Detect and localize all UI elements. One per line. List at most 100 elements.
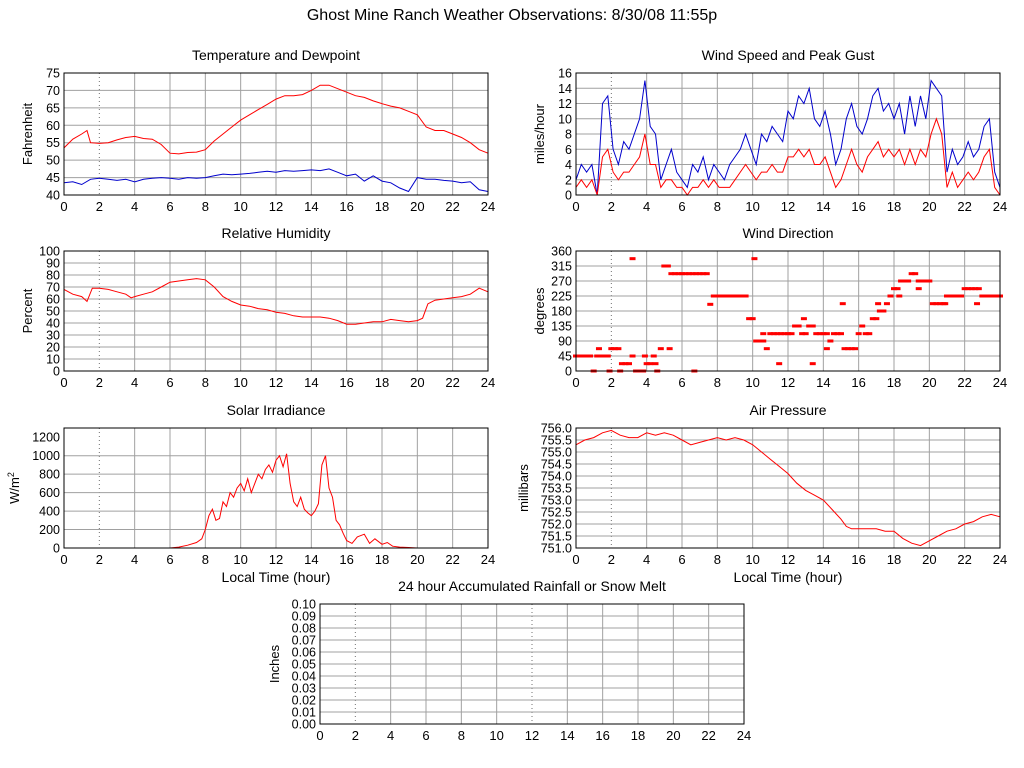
x-tick-label: 12 [781,552,795,567]
data-point [974,302,981,306]
x-tick-label: 6 [678,199,685,214]
data-point [862,332,869,336]
data-point [961,287,968,291]
chart-rainfall: 0 2 4 6 8 10 12 14 16 18 20 22 240.000.010.020.030.0… [267,578,751,743]
data-point [686,272,693,276]
y-tick-label: 753.5 [541,482,572,496]
x-tick-label: 10 [233,199,247,214]
series-line-0 [63,84,489,155]
x-tick-label: 18 [887,552,901,567]
gridlines [576,428,1000,548]
chart-title: Temperature and Dewpoint [192,47,360,63]
x-tick-label: 18 [887,199,901,214]
x-tick-label: 18 [631,728,645,743]
x-tick-label: 8 [714,199,721,214]
x-tick-label: 22 [957,199,971,214]
data-point [721,294,728,298]
data-point [650,354,657,358]
data-point [809,362,816,366]
x-tick-label: 16 [339,552,353,567]
data-point [929,302,936,306]
x-tick-label: 14 [304,552,318,567]
x-tick-label: 4 [643,552,650,567]
data-point [839,302,846,306]
data-point [664,264,671,268]
data-point [799,332,806,336]
y-tick-label: 752.0 [541,518,572,532]
x-tick-label: 4 [387,728,394,743]
x-tick-label: 16 [851,552,865,567]
data-point [875,302,882,306]
data-point [774,332,781,336]
y-tick-label: 60 [46,293,60,307]
series-line-1 [575,117,1001,196]
y-tick-label: 16 [558,67,572,81]
data-point [763,347,770,351]
x-tick-label: 14 [816,375,830,390]
y-tick-label: 50 [46,305,60,319]
data-point [816,332,823,336]
page-title: Ghost Mine Ranch Weather Observations: 8… [306,7,718,24]
y-tick-label: 20 [46,341,60,355]
data-point [830,332,837,336]
y-tick-label: 45 [46,171,60,185]
y-axis-label: miles/hour [532,103,547,164]
data-point [760,332,767,336]
data-point [894,287,901,291]
data-point [595,347,602,351]
y-tick-label: 600 [39,486,60,500]
y-tick-label: 12 [558,97,572,111]
chart-title: Wind Direction [742,225,833,241]
x-tick-label: 4 [643,375,650,390]
data-point [601,354,608,358]
gridlines [576,73,1000,195]
x-tick-label: 18 [375,199,389,214]
data-point [629,257,636,261]
data-point [647,362,654,366]
x-tick-label: 8 [714,375,721,390]
x-tick-label: 0 [60,552,67,567]
data-point [693,272,700,276]
data-point [742,294,749,298]
data-point [739,294,746,298]
x-tick-label: 22 [957,552,971,567]
data-point [760,339,767,343]
data-point [912,272,919,276]
x-tick-label: 8 [202,199,209,214]
x-axis-label: Local Time (hour) [734,569,843,585]
y-tick-label: 225 [551,290,572,304]
gridlines [320,604,744,724]
series-line-0 [575,429,1001,547]
x-tick-label: 12 [525,728,539,743]
gridlines [64,73,488,195]
y-tick-label: 755.5 [541,434,572,448]
y-tick-label: 0 [53,365,60,379]
y-axis-label: Fahrenheit [20,103,35,166]
data-point [618,362,625,366]
data-point [859,324,866,328]
data-point [922,279,929,283]
data-point [576,354,583,358]
y-axis-label-sup: 2 [6,472,16,477]
x-tick-label: 16 [339,375,353,390]
data-point [629,354,636,358]
y-tick-label: 0.06 [292,646,316,660]
data-point [834,332,841,336]
y-tick-label: 753.0 [541,494,572,508]
data-point [608,347,615,351]
x-tick-label: 6 [166,199,173,214]
y-tick-label: 90 [46,257,60,271]
y-tick-label: 40 [46,317,60,331]
x-tick-label: 2 [608,552,615,567]
data-point [908,272,915,276]
data-point [675,272,682,276]
data-point [703,272,710,276]
y-tick-label: 270 [551,275,572,289]
x-tick-label: 6 [166,552,173,567]
data-point [800,317,807,321]
data-point [905,279,912,283]
y-tick-label: 0.05 [292,658,316,672]
y-tick-label: 0.01 [292,706,316,720]
data-point [735,294,742,298]
